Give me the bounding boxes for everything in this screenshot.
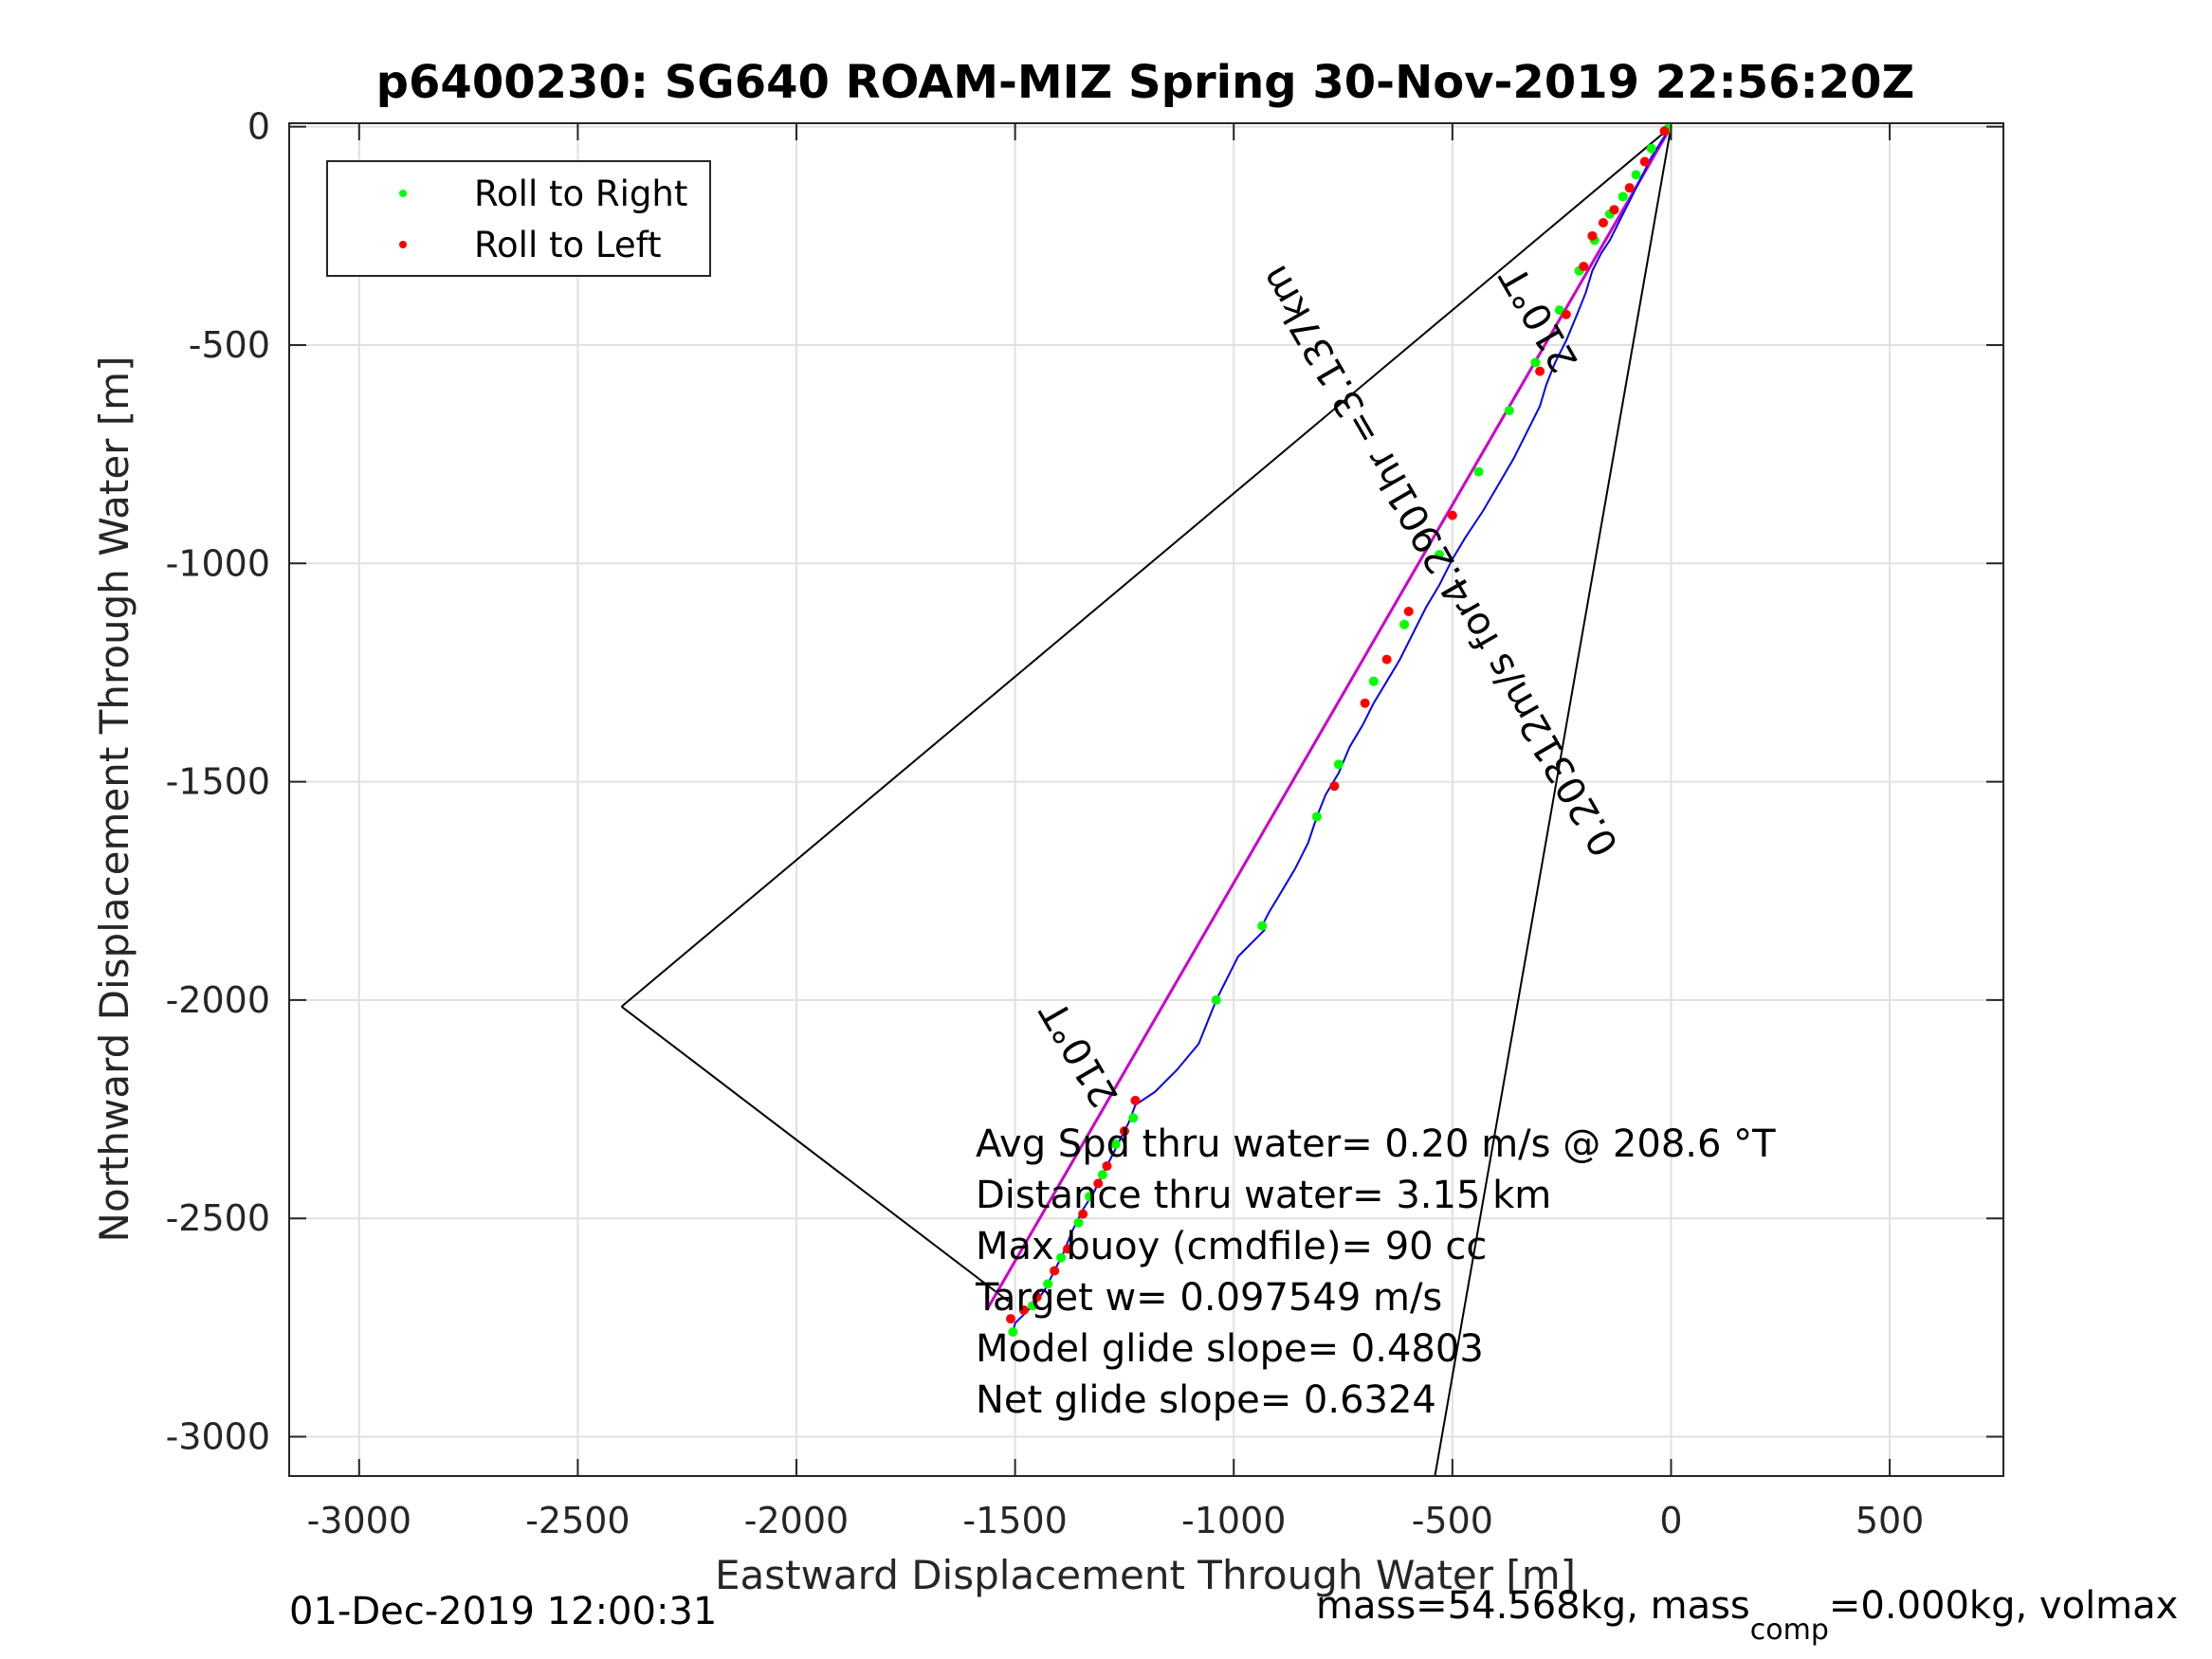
roll-right-point: [1128, 1113, 1139, 1123]
roll-right-point: [1311, 811, 1322, 822]
roll-right-point: [1399, 619, 1410, 629]
y-axis-label: Northward Displacement Through Water [m]: [91, 356, 137, 1243]
cone-line: [1434, 126, 1673, 1477]
y-tick-label: -3000: [166, 1416, 270, 1458]
roll-right-point: [1618, 191, 1628, 202]
course-line: [985, 125, 1673, 1311]
roll-left-point: [1032, 1292, 1042, 1303]
annotation-avg-speed: Avg Spd thru water= 0.20 m/s @ 208.6 °T: [976, 1122, 1776, 1166]
legend-label-roll-right: Roll to Right: [474, 173, 687, 214]
roll-left-point: [1587, 230, 1598, 241]
roll-left-point: [1598, 218, 1608, 228]
legend-label-roll-left: Roll to Left: [474, 225, 662, 265]
roll-left-point: [1561, 309, 1571, 319]
chart-title: p6400230: SG640 ROAM-MIZ Spring 30-Nov-2…: [376, 56, 1915, 109]
y-tick-label: -2000: [166, 979, 270, 1021]
roll-left-point: [1624, 183, 1635, 193]
roll-left-point: [1050, 1266, 1060, 1276]
roll-right-point: [1257, 921, 1268, 931]
roll-left-point: [1329, 781, 1340, 792]
x-tick-label: 500: [1856, 1500, 1925, 1541]
roll-right-point: [1473, 466, 1484, 477]
cone-line: [620, 125, 1673, 1008]
footer-mass-part2: =0.000kg, volmax: [1829, 1584, 2178, 1628]
roll-left-point: [1006, 1314, 1016, 1324]
roll-right-point: [1333, 759, 1344, 770]
plot-frame: [288, 122, 2004, 1477]
roll-right-point: [1646, 143, 1656, 154]
roll-right-point: [1504, 406, 1514, 416]
plot-area: [289, 123, 2003, 1476]
y-tick-label: -1500: [166, 761, 270, 803]
roll-left-point: [1403, 606, 1414, 616]
roll-right-point: [1028, 1301, 1038, 1311]
roll-left-point: [1093, 1178, 1104, 1189]
roll-left-point: [1447, 510, 1457, 520]
x-tick-label: -2500: [525, 1500, 630, 1541]
x-tick-label: -500: [1412, 1500, 1493, 1541]
roll-right-point: [1085, 1192, 1095, 1202]
footer-mass-subscript: comp: [1750, 1613, 1829, 1647]
roll-left-point: [1639, 156, 1650, 167]
roll-left-point: [1360, 698, 1370, 708]
footer-mass-part1: mass=54.568kg, mass: [1316, 1584, 1750, 1628]
annotation-distance: Distance thru water= 3.15 km: [976, 1174, 1551, 1217]
roll-left-point: [1078, 1209, 1088, 1219]
roll-right-point: [1530, 357, 1541, 368]
roll-left-point: [1609, 205, 1619, 215]
roll-right-point: [1097, 1170, 1107, 1180]
roll-right-point: [1435, 550, 1445, 560]
annotation-target-w: Target w= 0.097549 m/s: [975, 1276, 1442, 1320]
roll-left-point: [1018, 1304, 1029, 1315]
legend: Roll to Right Roll to Left: [326, 160, 711, 277]
cone-lines: [620, 125, 1673, 1477]
footer-timestamp: 01-Dec-2019 12:00:31: [289, 1590, 717, 1633]
roll-left-point: [1659, 126, 1670, 137]
roll-right-point: [1056, 1252, 1067, 1263]
roll-right-point: [1008, 1326, 1018, 1337]
x-tick-label: -1000: [1181, 1500, 1286, 1541]
y-tick-label: -2500: [166, 1197, 270, 1239]
legend-marker-roll-right: [399, 190, 407, 197]
x-tick-label: 0: [1659, 1500, 1682, 1541]
x-tick-label: -1500: [962, 1500, 1067, 1541]
cone-line: [620, 1006, 1010, 1303]
course-line-group: [985, 125, 1673, 1311]
grid-lines: [289, 123, 2003, 1476]
x-tick-label: -2000: [744, 1500, 849, 1541]
roll-right-point: [1073, 1217, 1084, 1228]
roll-right-point: [1211, 994, 1221, 1005]
roll-left-point: [1381, 654, 1392, 665]
footer-mass-info: mass=54.568kg, masscomp=0.000kg, volmax: [1316, 1584, 2178, 1647]
roll-right-point: [1631, 170, 1641, 180]
roll-left-point: [1130, 1095, 1141, 1105]
y-tick-label: -1000: [166, 542, 270, 584]
roll-left-point: [1119, 1126, 1129, 1137]
roll-right-point: [1110, 1139, 1121, 1149]
roll-left-point: [1062, 1244, 1072, 1254]
roll-right-point: [1043, 1279, 1053, 1289]
roll-points-group: [1006, 123, 1673, 1337]
annotation-model-glide-slope: Model glide slope= 0.4803: [976, 1327, 1484, 1371]
y-tick-label: -500: [189, 324, 270, 366]
stats-annotations: Avg Spd thru water= 0.20 m/s @ 208.6 °T …: [975, 1122, 1776, 1422]
annotation-net-glide-slope: Net glide slope= 0.6324: [976, 1378, 1436, 1422]
x-tick-label: -3000: [307, 1500, 411, 1541]
legend-box: [326, 160, 711, 277]
annotation-max-buoy: Max buoy (cmdfile)= 90 cc: [976, 1225, 1487, 1268]
roll-left-point: [1535, 366, 1545, 376]
legend-marker-roll-left: [399, 241, 407, 248]
roll-right-point: [1368, 676, 1379, 686]
roll-left-point: [1579, 262, 1589, 272]
x-axis-label: Eastward Displacement Through Water [m]: [715, 1552, 1576, 1598]
roll-left-point: [1102, 1160, 1112, 1171]
y-tick-label: 0: [247, 106, 270, 148]
axis-ticks: -3000 -2500 -2000 -1500 -1000 -500 0 500 0 -500 -1…: [166, 106, 2003, 1541]
